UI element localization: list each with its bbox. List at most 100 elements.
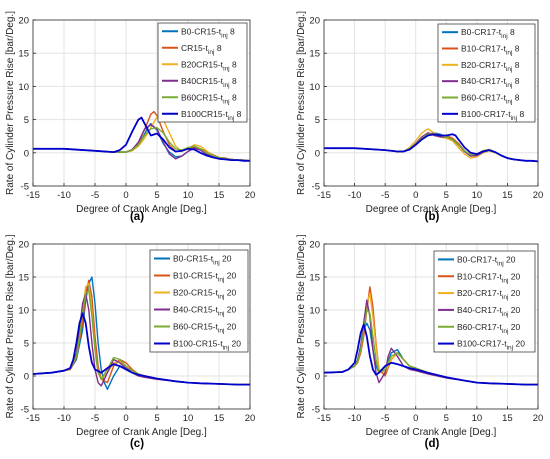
y-tick-label: 15 <box>309 49 320 60</box>
x-tick-label: -15 <box>317 190 331 201</box>
chart-panel-c: -15 -10 -5 0 5 10 15 20 -5 0 5 10 15 20 Degree of Cran… <box>5 234 255 450</box>
axes-box <box>32 19 251 187</box>
chart-panel-d: -15 -10 -5 0 5 10 15 20 -5 0 5 10 15 20 Degree of Cran… <box>296 234 543 450</box>
y-tick-label: 15 <box>18 273 29 284</box>
x-tick-label: 15 <box>214 413 225 424</box>
legend: B0-CR15-tinj 20 B10-CR15-tinj 20 B20-CR15-… <box>149 249 249 353</box>
y-tick-label: -5 <box>21 182 29 193</box>
chart-panel-a: -15 -10 -5 0 5 10 15 20 -5 0 5 10 15 20 Degree of Cran… <box>5 11 255 223</box>
y-axis-label: Rate of Cylinder Pressure Rise [bar/Deg.… <box>296 234 307 418</box>
legend-entry-label: B10-CR17-tinj 8 <box>461 44 520 57</box>
y-axis-label: Rate of Cylinder Pressure Rise [bar/Deg.… <box>5 234 16 418</box>
legend-entry-label: CR15-tinj 8 <box>181 43 222 56</box>
panel-label: (c) <box>130 438 144 450</box>
legend: B0-CR17-tinj 8 B10-CR17-tinj 8 B20-CR17-ti… <box>437 23 536 123</box>
series-line <box>33 126 250 162</box>
legend-entry-label: B20-CR17-tinj 20 <box>457 288 520 301</box>
legend-box <box>433 250 536 353</box>
legend-entry-label: B0-CR17-tinj 8 <box>461 27 515 40</box>
y-tick-label: 5 <box>24 115 29 126</box>
legend-entry-label: B10-CR17-tinj 20 <box>457 271 520 284</box>
x-axis-label: Degree of Crank Angle [Deg.] <box>76 204 207 215</box>
y-tick-label: 10 <box>18 82 29 93</box>
legend-entry-label: B40CR15-tinj 8 <box>181 76 237 89</box>
legend-entry-label: B100-CR17-tinj 20 <box>457 339 525 352</box>
chart-panel-b: -15 -10 -5 0 5 10 15 20 -5 0 5 10 15 20 Degree of Cran… <box>296 11 543 223</box>
x-tick-label: 20 <box>533 190 544 201</box>
x-tick-label: 15 <box>502 413 513 424</box>
panel-label: (b) <box>425 211 440 223</box>
y-tick-label: 0 <box>315 148 320 159</box>
y-tick-label: 20 <box>18 240 29 251</box>
y-tick-label: 20 <box>309 240 320 251</box>
x-tick-label: -10 <box>57 413 71 424</box>
x-tick-label: 0 <box>123 413 128 424</box>
y-tick-label: 5 <box>315 115 320 126</box>
x-tick-label: 0 <box>413 413 418 424</box>
axes-box <box>323 243 539 410</box>
y-tick-label: 5 <box>315 339 320 350</box>
panel-label: (d) <box>425 438 440 450</box>
series-line <box>33 312 250 386</box>
legend-entry-label: B40-CR17-tinj 20 <box>457 305 520 318</box>
legend-entry-label: B60-CR17-tinj 20 <box>457 322 520 335</box>
legend-entry-label: B60-CR17-tinj 8 <box>461 93 520 106</box>
y-tick-label: -5 <box>312 405 320 416</box>
x-tick-label: 5 <box>154 413 159 424</box>
legend-entry-label: B100-CR17-tinj 8 <box>461 109 524 122</box>
panel-label: (a) <box>130 211 144 223</box>
x-tick-label: 0 <box>123 190 128 201</box>
x-axis-label: Degree of Crank Angle [Deg.] <box>76 427 207 438</box>
legend-entry-label: B40-CR15-tinj 20 <box>173 305 236 318</box>
series-line <box>324 323 538 386</box>
x-tick-label: 5 <box>444 413 449 424</box>
series-group <box>324 286 538 386</box>
legend-entry-label: B60-CR15-tinj 20 <box>173 322 236 335</box>
legend-box <box>157 22 248 123</box>
y-tick-label: -5 <box>312 182 320 193</box>
series-group <box>33 276 250 390</box>
x-tick-label: -10 <box>57 190 71 201</box>
y-tick-label: 0 <box>24 148 29 159</box>
x-tick-label: 10 <box>472 190 483 201</box>
legend-box <box>437 23 536 123</box>
legend: B0-CR17-tinj 20 B10-CR17-tinj 20 B20-CR17-… <box>433 250 536 353</box>
x-tick-label: 20 <box>533 413 544 424</box>
y-tick-label: 10 <box>18 306 29 317</box>
series-line <box>33 116 250 162</box>
legend-box <box>149 249 249 353</box>
legend-entry-label: B10-CR15-tinj 20 <box>173 271 236 284</box>
x-tick-label: -5 <box>381 413 389 424</box>
x-tick-label: -10 <box>348 413 362 424</box>
x-tick-label: 5 <box>154 190 159 201</box>
y-tick-label: 10 <box>309 82 320 93</box>
x-tick-label: 10 <box>472 413 483 424</box>
y-axis-label: Rate of Cylinder Pressure Rise [bar/Deg.… <box>5 11 16 195</box>
y-tick-label: 15 <box>309 273 320 284</box>
axes-box <box>323 19 539 187</box>
y-tick-label: 0 <box>24 372 29 383</box>
x-tick-label: 15 <box>214 190 225 201</box>
legend-entry-label: B100CR15-tinj 8 <box>181 109 242 122</box>
legend-entry-label: B60CR15-tinj 8 <box>181 92 237 105</box>
x-tick-label: -15 <box>26 413 40 424</box>
legend-entry-label: B20CR15-tinj 8 <box>181 59 237 72</box>
x-tick-label: -15 <box>317 413 331 424</box>
legend-entry-label: B0-CR15-tinj 20 <box>173 254 232 267</box>
x-tick-label: -10 <box>348 190 362 201</box>
y-tick-label: 10 <box>309 306 320 317</box>
axes-box <box>32 243 251 410</box>
x-tick-label: -5 <box>91 190 99 201</box>
legend-entry-label: B0-CR17-tinj 20 <box>457 254 516 267</box>
x-tick-label: 10 <box>183 413 194 424</box>
x-axis-label: Degree of Crank Angle [Deg.] <box>366 204 497 215</box>
x-tick-label: 20 <box>245 413 256 424</box>
y-axis-label: Rate of Cylinder Pressure Rise [bar/Deg.… <box>296 11 307 195</box>
x-tick-label: 20 <box>245 190 256 201</box>
x-tick-label: 15 <box>502 190 513 201</box>
series-group <box>33 110 250 162</box>
legend-entry-label: B0-CR15-tinj 8 <box>181 26 235 39</box>
legend-entry-label: B20-CR17-tinj 8 <box>461 60 520 73</box>
y-tick-label: 15 <box>18 49 29 60</box>
x-tick-label: -5 <box>91 413 99 424</box>
